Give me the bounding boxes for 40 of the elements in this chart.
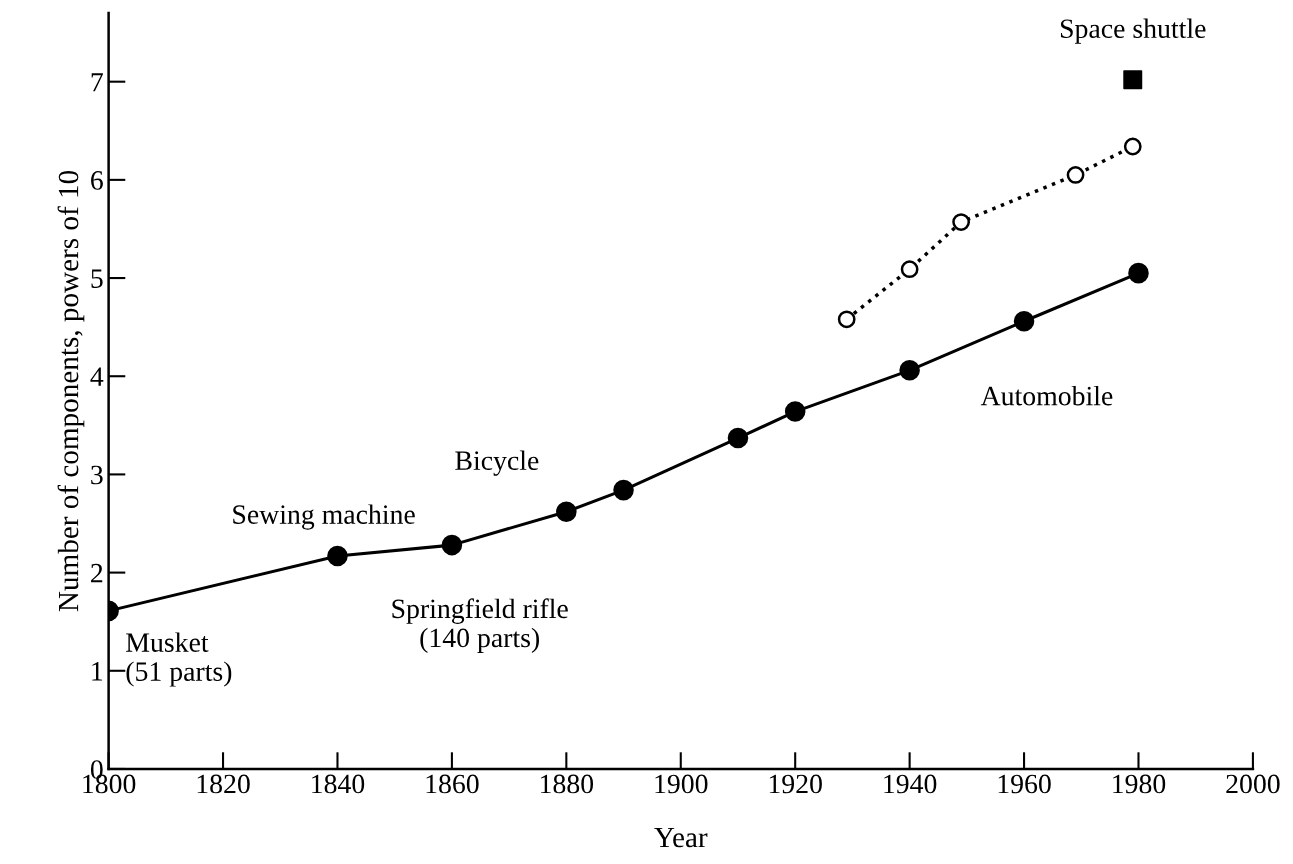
annotation: Musket (51 parts)	[126, 632, 232, 687]
y-tick-label: 6	[91, 171, 103, 190]
point	[1066, 166, 1085, 184]
point	[1128, 262, 1149, 284]
point	[727, 427, 749, 449]
point	[952, 213, 971, 231]
point	[899, 360, 920, 381]
point	[556, 501, 577, 522]
point	[1013, 310, 1035, 332]
annotation: Space shuttle	[1060, 18, 1206, 44]
x-tick-label: 1900	[655, 774, 708, 794]
annotation: Automobile	[980, 385, 1113, 406]
y-tick-label: 4	[90, 367, 104, 386]
x-tick-label: 1980	[1113, 774, 1166, 794]
x-tick-label: 1820	[197, 774, 250, 794]
x-tick-label: 2000	[1226, 774, 1280, 794]
point	[1123, 70, 1143, 90]
y-tick-label: 2	[91, 563, 103, 583]
x-tick-label: 1940	[884, 774, 937, 794]
y-tick-label: 5	[91, 269, 103, 288]
y-tick-label: 7	[91, 73, 103, 92]
point	[1123, 137, 1142, 156]
x-tick-label: 1960	[998, 774, 1051, 794]
point	[327, 545, 348, 567]
point	[784, 401, 806, 422]
annotation: Bicycle	[455, 450, 539, 476]
annotation: Springfield rifle (140 parts)	[392, 598, 568, 653]
y-tick-label: 3	[91, 465, 103, 485]
x-tick-label: 1880	[541, 774, 594, 794]
y-axis-title: Number of components, powers of 10	[57, 170, 85, 612]
x-tick-label: 1840	[312, 774, 365, 794]
x-tick-label: 1860	[426, 774, 479, 794]
point	[900, 260, 919, 279]
annotation: Sewing machine	[233, 504, 415, 530]
x-axis-title: Year	[654, 827, 708, 848]
point	[837, 310, 856, 329]
y-tick-label: 1	[92, 662, 103, 681]
point	[613, 479, 634, 501]
x-tick-label: 1920	[769, 774, 822, 794]
point	[441, 534, 463, 556]
